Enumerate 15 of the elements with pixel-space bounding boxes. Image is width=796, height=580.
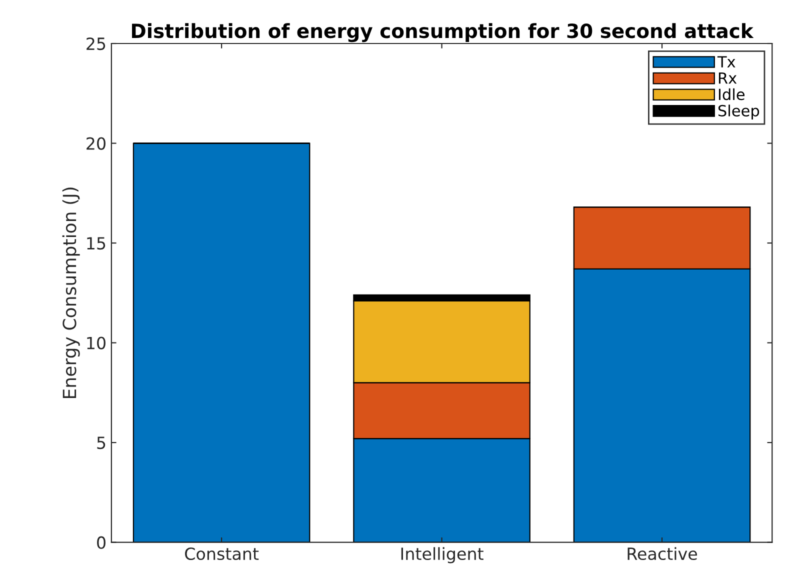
y-tick-label: 5 — [97, 436, 106, 450]
y-tick-label: 25 — [86, 37, 106, 50]
y-tick-label: 10 — [87, 336, 106, 350]
x-tick-label: Intelligent — [401, 547, 484, 564]
x-tick-label: Constant — [185, 547, 259, 560]
y-axis-title: Energy Consumption (J) — [62, 188, 80, 398]
x-tick-label: Reactive — [628, 547, 697, 560]
chart-title: Distribution of energy consumption for 30 second attack — [132, 23, 754, 42]
legend-label: Sleep — [718, 104, 760, 120]
legend-label: Idle — [718, 88, 744, 100]
legend-label: Tx — [717, 56, 736, 68]
y-tick-label: 20 — [86, 137, 106, 150]
y-tick-label: 15 — [87, 237, 106, 250]
legend-label: Rx — [718, 72, 737, 84]
y-tick-label: 0 — [97, 536, 106, 549]
